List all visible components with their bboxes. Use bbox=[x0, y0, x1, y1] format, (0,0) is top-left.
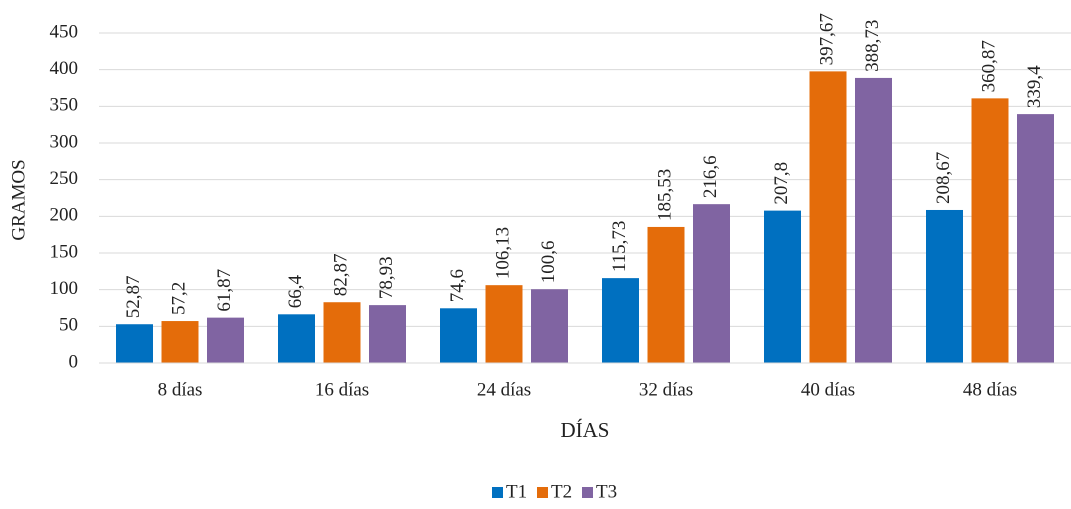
bar bbox=[531, 289, 568, 363]
bar bbox=[161, 321, 199, 363]
legend-swatch bbox=[537, 487, 548, 498]
data-label: 100,6 bbox=[538, 240, 559, 283]
data-label: 106,13 bbox=[492, 227, 513, 279]
data-label: 61,87 bbox=[214, 269, 235, 312]
data-label: 74,6 bbox=[447, 269, 468, 302]
bar bbox=[647, 226, 685, 363]
legend-swatch bbox=[492, 487, 503, 498]
data-label: 82,87 bbox=[330, 253, 351, 296]
data-label: 52,87 bbox=[123, 275, 144, 318]
legend-label: T1 bbox=[506, 481, 527, 502]
bar bbox=[485, 285, 523, 363]
data-label: 115,73 bbox=[609, 221, 630, 273]
bar bbox=[1017, 114, 1054, 364]
data-label: 66,4 bbox=[285, 275, 306, 309]
bar bbox=[809, 71, 847, 363]
y-tick-label: 350 bbox=[50, 95, 79, 116]
bar bbox=[440, 308, 477, 363]
bar bbox=[602, 278, 639, 363]
legend-label: T3 bbox=[596, 481, 617, 502]
x-tick-label: 8 días bbox=[158, 379, 203, 400]
bar bbox=[323, 302, 361, 363]
bar bbox=[764, 210, 801, 363]
x-axis-title: DÍAS bbox=[560, 418, 609, 442]
data-label: 360,87 bbox=[978, 40, 999, 92]
bar bbox=[278, 314, 315, 363]
data-label: 57,2 bbox=[168, 282, 189, 315]
legend-label: T2 bbox=[551, 481, 572, 502]
x-tick-label: 32 días bbox=[639, 379, 693, 400]
bar bbox=[855, 77, 892, 363]
data-label: 216,6 bbox=[700, 155, 721, 198]
data-label: 339,4 bbox=[1024, 65, 1045, 108]
y-tick-label: 150 bbox=[50, 241, 79, 262]
bar bbox=[116, 324, 153, 363]
y-tick-label: 300 bbox=[50, 131, 79, 152]
y-tick-label: 400 bbox=[50, 58, 79, 79]
data-label: 185,53 bbox=[654, 169, 675, 221]
data-label: 397,67 bbox=[816, 13, 837, 65]
legend-swatch bbox=[582, 487, 593, 498]
bar bbox=[369, 305, 406, 363]
bar bbox=[207, 317, 244, 363]
bar bbox=[971, 98, 1009, 363]
y-tick-label: 250 bbox=[50, 168, 79, 189]
bar bbox=[926, 209, 963, 363]
bar bbox=[693, 204, 730, 363]
data-label: 78,93 bbox=[376, 256, 397, 299]
y-tick-label: 200 bbox=[50, 205, 79, 226]
data-label: 207,8 bbox=[771, 162, 792, 205]
y-tick-label: 0 bbox=[69, 351, 79, 372]
y-tick-label: 50 bbox=[59, 315, 78, 336]
data-label: 388,73 bbox=[862, 20, 883, 72]
y-axis-title: GRAMOS bbox=[8, 159, 29, 240]
y-tick-label: 450 bbox=[50, 21, 79, 42]
y-tick-label: 100 bbox=[50, 278, 79, 299]
x-tick-label: 40 días bbox=[801, 379, 855, 400]
x-tick-label: 16 días bbox=[315, 379, 369, 400]
x-tick-label: 24 días bbox=[477, 379, 531, 400]
data-label: 208,67 bbox=[933, 152, 954, 204]
x-tick-label: 48 días bbox=[963, 379, 1017, 400]
